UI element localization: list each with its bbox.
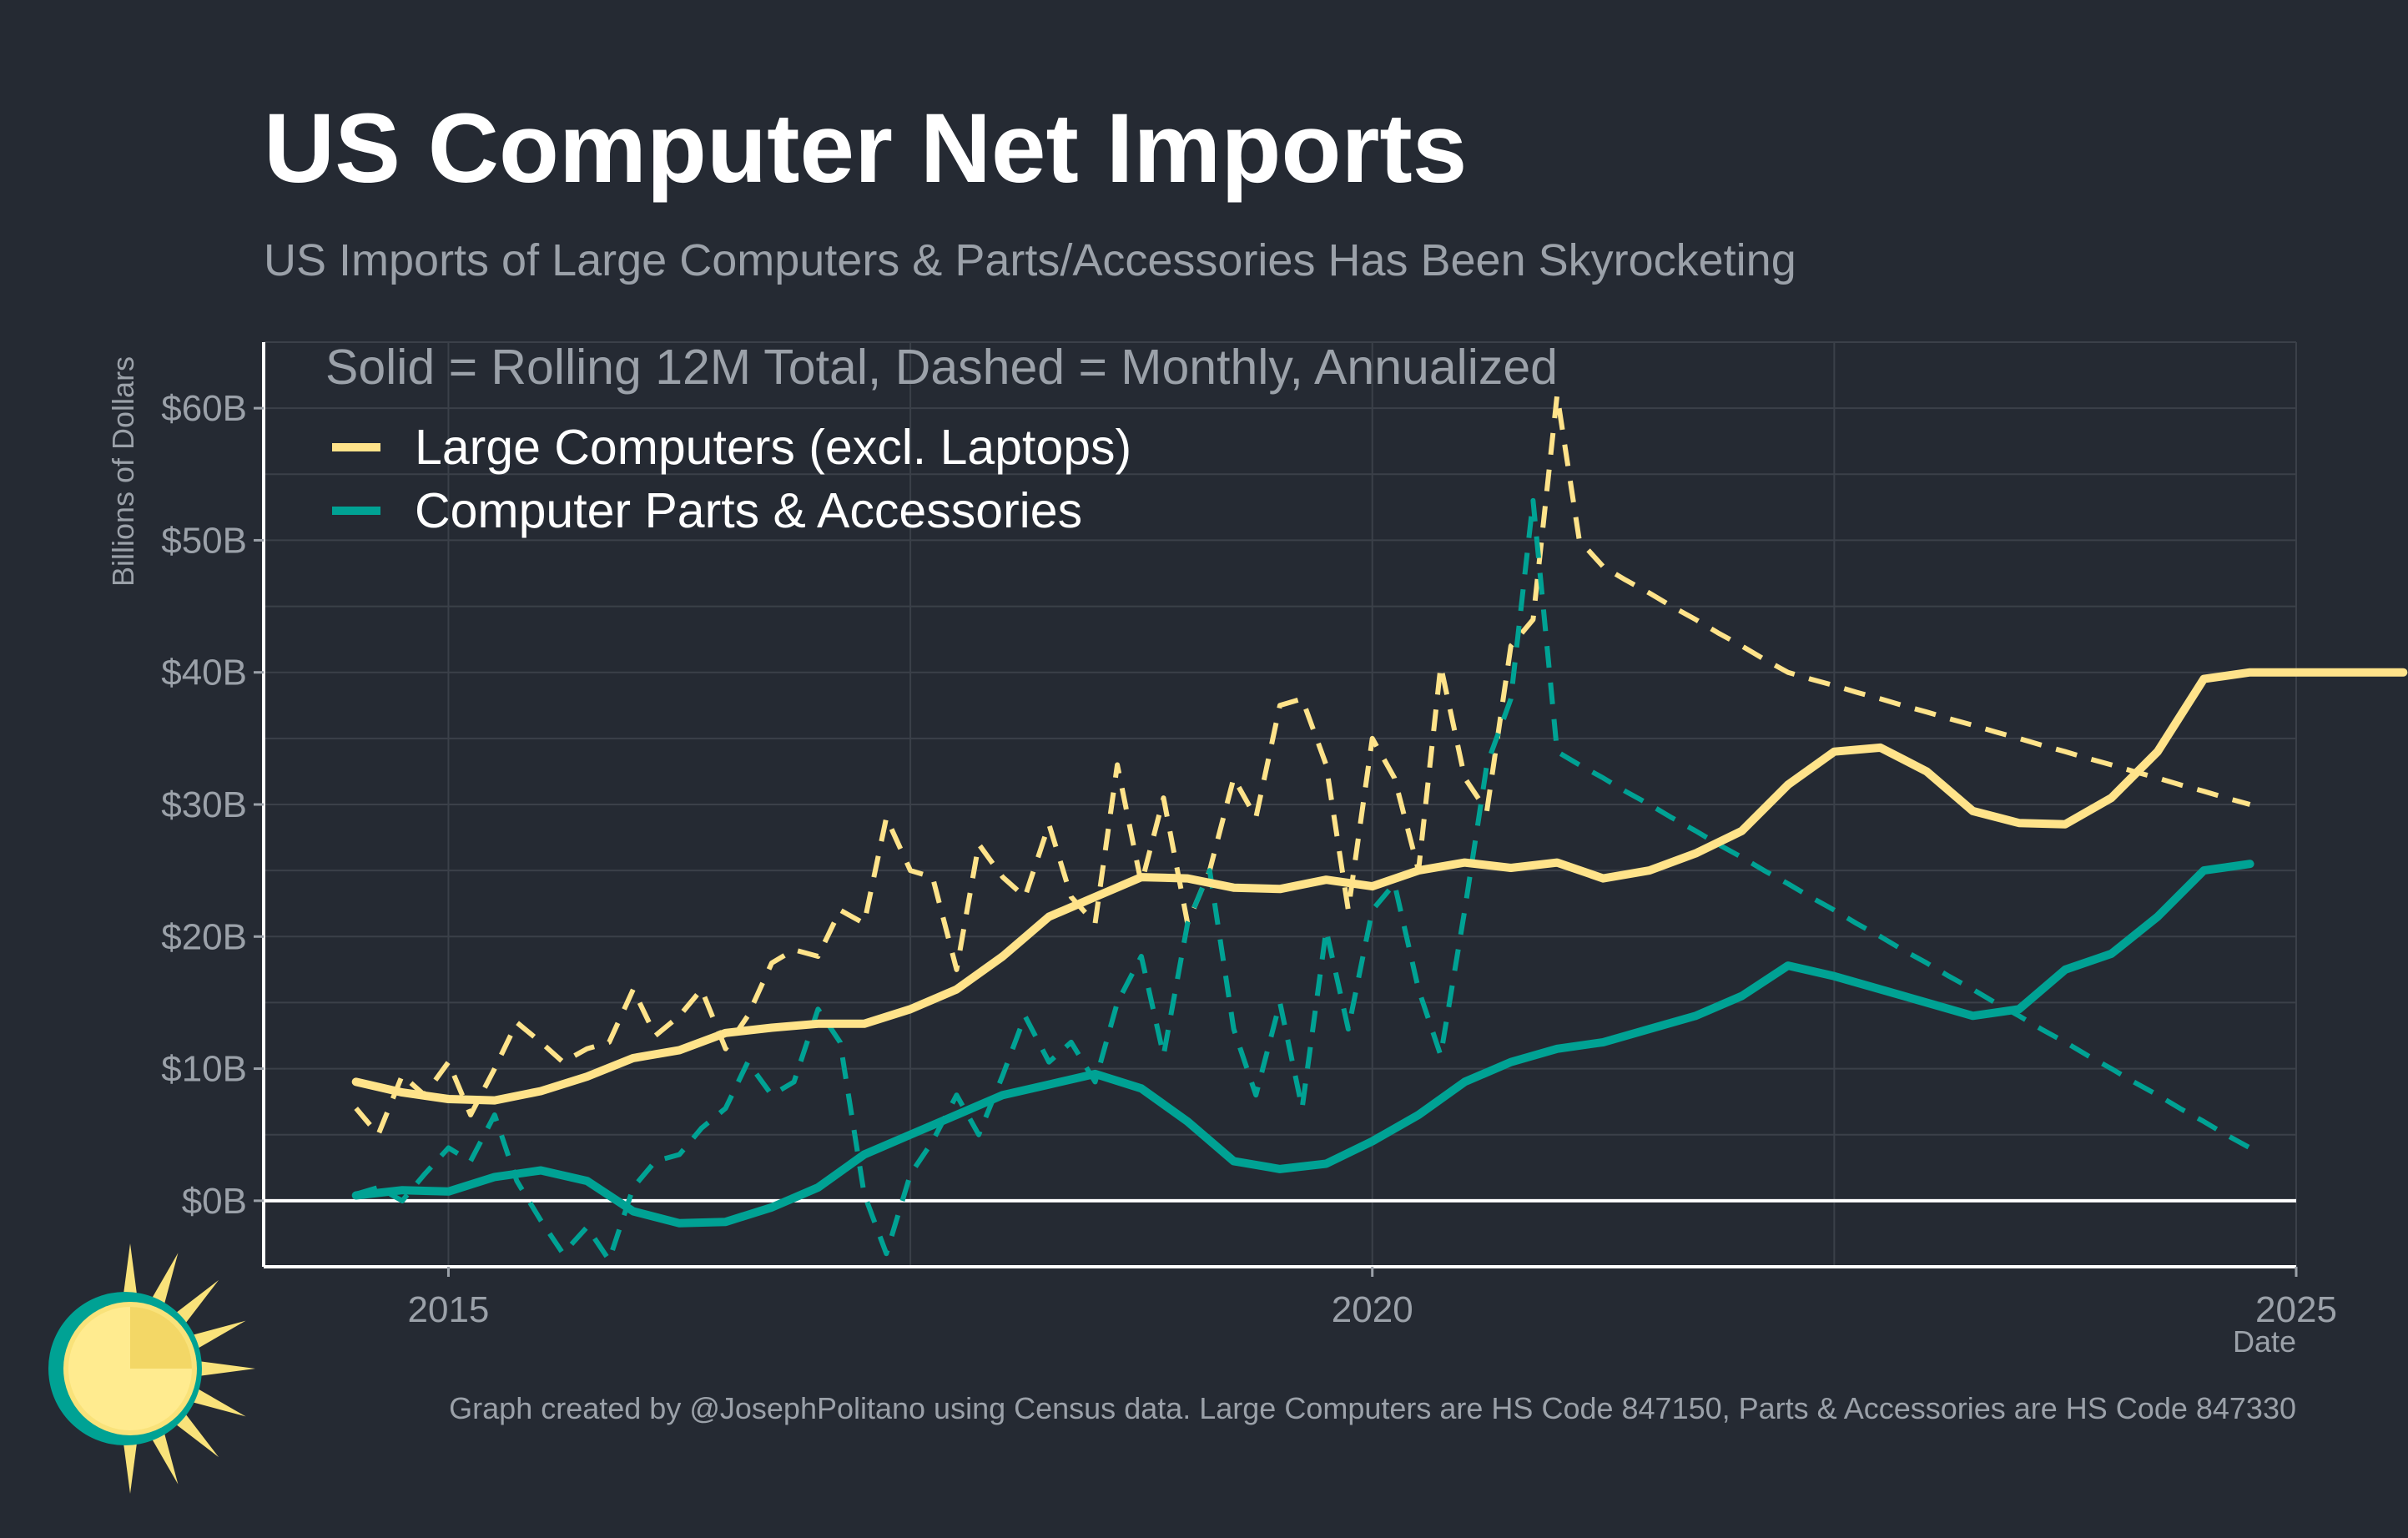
y-tick-label: $60B xyxy=(161,388,247,429)
y-tick-label: $40B xyxy=(161,653,247,693)
y-tick-label: $30B xyxy=(161,784,247,825)
series-layer xyxy=(351,392,2408,1263)
sun-ray xyxy=(149,1428,179,1485)
chart-title: US Computer Net Imports xyxy=(264,93,1467,204)
x-tick-label: 2020 xyxy=(1332,1289,1413,1330)
chart-subtitle: US Imports of Large Computers & Parts/Ac… xyxy=(264,235,1796,285)
series-large-computers-monthly xyxy=(354,392,2251,1137)
y-axis-label: Billions of Dollars xyxy=(106,356,140,587)
legend-label-parts-accessories: Computer Parts & Accessories xyxy=(415,483,1082,538)
series-parts-accessories-rolling xyxy=(351,860,2254,1228)
sun-logo-icon xyxy=(48,1243,255,1494)
caption: Graph created by @JosephPolitano using C… xyxy=(449,1391,2296,1425)
x-tick-label: 2015 xyxy=(408,1289,490,1330)
x-axis-label: Date xyxy=(2233,1324,2296,1359)
x-tick-labels: 2015 2020 2025 xyxy=(408,1267,2337,1330)
legend-label-large-computers: Large Computers (excl. Laptops) xyxy=(415,420,1131,475)
sun-ray xyxy=(173,1411,219,1458)
y-tick-label: $10B xyxy=(161,1049,247,1090)
series-large-computers-rolling xyxy=(351,668,2408,1105)
sun-ray xyxy=(122,1243,139,1301)
x-tick-label: 2025 xyxy=(2255,1289,2337,1330)
sun-ray xyxy=(189,1320,246,1350)
sun-ray xyxy=(122,1436,139,1494)
legend-note: Solid = Rolling 12M Total, Dashed = Mont… xyxy=(325,340,1558,395)
sun-ray xyxy=(189,1387,246,1417)
series-parts-accessories-monthly xyxy=(355,497,2252,1263)
sun-ray xyxy=(198,1360,255,1377)
sun-ray xyxy=(173,1279,219,1326)
sun-ray xyxy=(149,1253,179,1309)
legend: Large Computers (excl. Laptops) Computer… xyxy=(332,420,1131,538)
y-tick-label: $20B xyxy=(161,916,247,957)
gridlines xyxy=(264,341,2297,1268)
y-tick-labels: $0B $10B $20B $30B $40B $50B $60B xyxy=(161,388,264,1222)
y-tick-label: $50B xyxy=(161,520,247,561)
y-tick-label: $0B xyxy=(182,1181,247,1222)
